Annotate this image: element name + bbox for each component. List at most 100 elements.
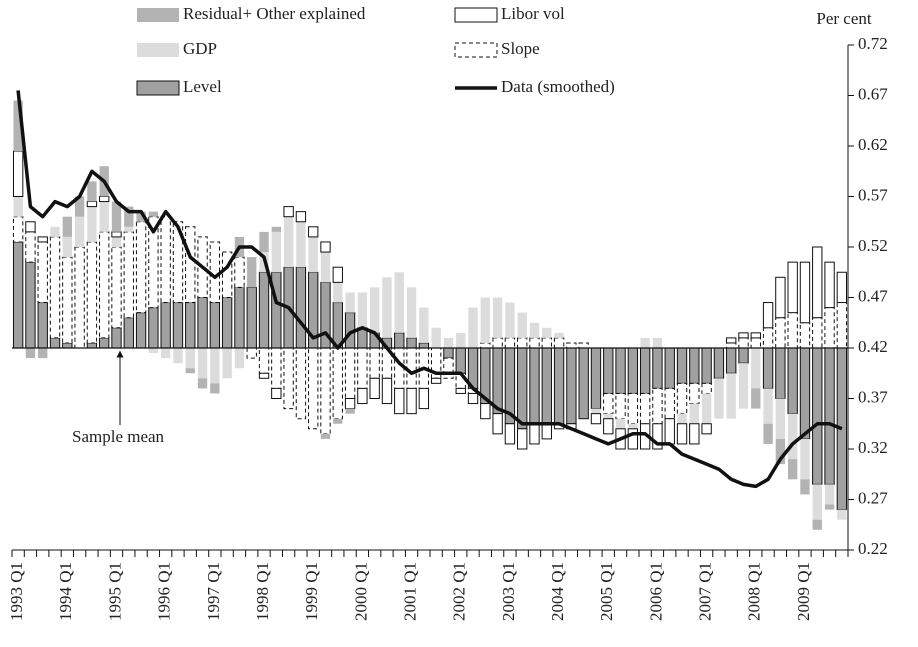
bar-segment [135, 312, 147, 349]
bar-segment [344, 347, 356, 399]
y-axis-title: Per cent [816, 9, 872, 28]
bar-segment [99, 231, 110, 339]
bar-segment [369, 377, 380, 399]
bar-segment [332, 302, 343, 349]
bar-segment [738, 332, 749, 339]
bar-segment [25, 221, 36, 233]
bar-segment [344, 398, 356, 410]
bar-segment [578, 342, 589, 349]
bar-segment [111, 327, 122, 349]
bar-segment [283, 347, 294, 410]
bar-segment [775, 438, 786, 465]
bar-segment [62, 236, 72, 258]
bar-segment [775, 276, 786, 319]
bar-segment [824, 347, 835, 485]
legend-label: Slope [501, 39, 540, 58]
bar-segment [381, 377, 393, 405]
bar-segment [123, 317, 134, 349]
y-tick-label: 0.32 [858, 438, 888, 457]
bar-segment [542, 327, 552, 338]
bar-segment [713, 347, 725, 379]
bar-segment [590, 413, 602, 425]
bar-segment [541, 337, 552, 349]
bar-segment [332, 347, 343, 420]
bar-segment [308, 347, 319, 430]
bar-segment [271, 347, 282, 389]
bar-segment [345, 408, 355, 414]
bar-segment [394, 387, 405, 415]
bar-segment [652, 337, 663, 348]
bar-segment [382, 277, 392, 338]
bar-segment [394, 332, 405, 349]
bar-segment [517, 337, 528, 349]
bar-segment [25, 348, 36, 359]
bar-segment [295, 266, 307, 349]
bar-segment [639, 347, 651, 394]
legend-label: Data (smoothed) [501, 77, 615, 96]
bar-segment [455, 347, 466, 374]
bar-segment [824, 261, 835, 309]
x-tick-label: 1999 Q1 [302, 562, 321, 621]
bar-segment [443, 347, 454, 359]
bar-segment [74, 196, 85, 217]
bar-segment [566, 342, 577, 349]
x-tick-label: 2004 Q1 [548, 562, 567, 621]
bar-segment [824, 484, 835, 505]
bar-segment [37, 302, 48, 349]
bar-segment [701, 393, 712, 424]
bar-segment [197, 378, 208, 389]
bar-segment [12, 241, 24, 349]
bar-segment [87, 181, 97, 202]
x-tick-label: 2000 Q1 [351, 562, 370, 621]
bar-segment [750, 332, 761, 339]
bar-segment [492, 413, 503, 435]
x-tick-label: 2009 Q1 [794, 562, 813, 621]
legend-swatch [136, 80, 180, 96]
data-line [16, 90, 843, 489]
legend-label: Residual+ Other explained [183, 4, 366, 23]
bar-segment [431, 327, 441, 348]
bar-segment [664, 418, 675, 445]
bar-segment [221, 251, 233, 299]
bar-segment [13, 196, 23, 217]
x-tick-label: 2001 Q1 [400, 562, 419, 621]
y-tick-label: 0.27 [858, 488, 888, 507]
bar-segment [99, 196, 110, 203]
bar-segment [738, 363, 749, 409]
bar-segment [62, 216, 72, 237]
bar-segment [615, 392, 626, 420]
bar-segment [124, 206, 134, 227]
bar-segment [295, 211, 307, 223]
y-tick-label: 0.37 [858, 387, 888, 406]
bar-segment [25, 261, 36, 349]
bar-segment [517, 312, 527, 338]
bar-segment [603, 413, 613, 419]
bar-segment [320, 433, 331, 439]
bar-segment [124, 226, 134, 232]
bar-segment [788, 459, 798, 480]
bar-segment [99, 201, 109, 232]
bar-segment [357, 387, 368, 405]
bar-segment [12, 216, 24, 243]
y-tick-label: 0.42 [858, 337, 888, 356]
bar-segment [677, 413, 687, 424]
bar-segment [246, 347, 257, 359]
x-tick-label: 2003 Q1 [499, 562, 518, 621]
bar-segment [517, 347, 528, 430]
x-tick-label: 1998 Q1 [253, 562, 272, 621]
bar-segment [762, 302, 774, 329]
bar-segment [603, 392, 614, 415]
bar-segment [247, 257, 257, 288]
bar-segment [726, 347, 737, 374]
bar-segment [443, 337, 454, 348]
bar-segment [406, 347, 417, 389]
bar-segment [763, 388, 773, 424]
bar-segment [13, 100, 23, 152]
bar-segment [38, 348, 48, 359]
bar-segment [566, 347, 577, 425]
bar-segment [185, 302, 196, 349]
bar-segment [627, 428, 639, 450]
bar-segment [49, 236, 61, 339]
bar-segment [615, 418, 626, 429]
